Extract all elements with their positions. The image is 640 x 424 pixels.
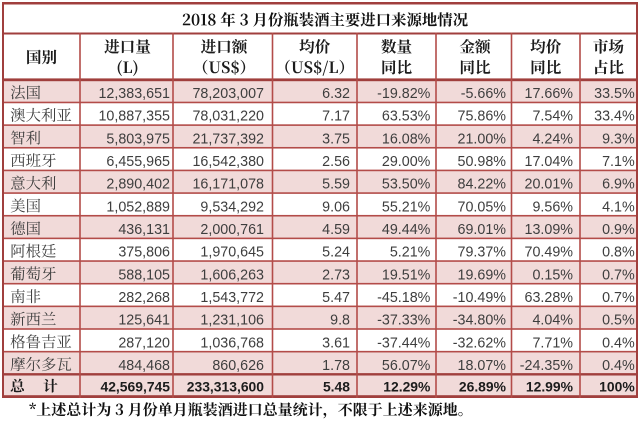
svg-text:0.7%: 0.7% — [602, 267, 635, 283]
svg-text:21.00%: 21.00% — [458, 131, 507, 147]
svg-text:9,534,292: 9,534,292 — [200, 199, 264, 215]
svg-text:10,887,355: 10,887,355 — [98, 109, 170, 125]
svg-text:1,036,768: 1,036,768 — [200, 335, 264, 351]
svg-text:1,052,889: 1,052,889 — [106, 199, 170, 215]
svg-text:17.66%: 17.66% — [525, 86, 574, 102]
svg-text:860,626: 860,626 — [212, 358, 264, 374]
svg-text:33.4%: 33.4% — [594, 109, 635, 125]
svg-text:9.3%: 9.3% — [602, 131, 635, 147]
svg-text:33.5%: 33.5% — [594, 86, 635, 102]
svg-text:1,543,772: 1,543,772 — [200, 290, 264, 306]
svg-text:5,803,975: 5,803,975 — [106, 131, 170, 147]
svg-text:13.09%: 13.09% — [525, 222, 574, 238]
svg-text:69.01%: 69.01% — [458, 222, 507, 238]
svg-text:-37.44%: -37.44% — [377, 335, 431, 351]
svg-text:6,455,965: 6,455,965 — [106, 154, 170, 170]
svg-text:588,105: 588,105 — [118, 267, 170, 283]
svg-text:4.04%: 4.04% — [532, 313, 573, 329]
svg-text:7.71%: 7.71% — [532, 335, 573, 351]
svg-text:16.08%: 16.08% — [382, 131, 431, 147]
svg-text:0.5%: 0.5% — [602, 313, 635, 329]
svg-text:436,131: 436,131 — [118, 222, 170, 238]
svg-text:0.4%: 0.4% — [602, 335, 635, 351]
svg-text:1,970,645: 1,970,645 — [200, 245, 264, 261]
svg-text:1.78: 1.78 — [322, 358, 350, 374]
svg-text:5.21%: 5.21% — [390, 245, 431, 261]
svg-text:2.73: 2.73 — [322, 267, 350, 283]
svg-text:19.69%: 19.69% — [458, 267, 507, 283]
svg-text:7.1%: 7.1% — [602, 154, 635, 170]
svg-text:0.15%: 0.15% — [532, 267, 573, 283]
svg-text:63.28%: 63.28% — [525, 290, 574, 306]
svg-text:56.07%: 56.07% — [382, 358, 431, 374]
svg-text:375,806: 375,806 — [118, 245, 170, 261]
svg-text:282,268: 282,268 — [118, 290, 170, 306]
svg-text:4.1%: 4.1% — [602, 199, 635, 215]
svg-text:63.53%: 63.53% — [382, 109, 431, 125]
svg-text:16,171,078: 16,171,078 — [192, 177, 264, 193]
svg-text:5.47: 5.47 — [322, 290, 350, 306]
svg-text:6.32: 6.32 — [322, 86, 350, 102]
svg-text:16,542,380: 16,542,380 — [192, 154, 264, 170]
svg-text:20.01%: 20.01% — [525, 177, 574, 193]
svg-text:50.98%: 50.98% — [458, 154, 507, 170]
svg-text:5.59: 5.59 — [322, 177, 350, 193]
svg-text:6.9%: 6.9% — [602, 177, 635, 193]
svg-text:78,203,007: 78,203,007 — [192, 86, 264, 102]
svg-text:484,468: 484,468 — [118, 358, 170, 374]
svg-text:-10.49%: -10.49% — [453, 290, 507, 306]
svg-text:12.99%: 12.99% — [526, 378, 573, 394]
svg-text:70.49%: 70.49% — [525, 245, 574, 261]
svg-text:12.29%: 12.29% — [383, 378, 430, 394]
svg-text:19.51%: 19.51% — [382, 267, 431, 283]
svg-text:7.17: 7.17 — [322, 109, 350, 125]
svg-text:9.06: 9.06 — [322, 199, 350, 215]
svg-text:287,120: 287,120 — [118, 335, 170, 351]
svg-text:53.50%: 53.50% — [382, 177, 431, 193]
svg-text:79.37%: 79.37% — [458, 245, 507, 261]
svg-text:26.89%: 26.89% — [459, 378, 506, 394]
svg-text:75.86%: 75.86% — [458, 109, 507, 125]
svg-text:49.44%: 49.44% — [382, 222, 431, 238]
svg-text:1,606,263: 1,606,263 — [200, 267, 264, 283]
svg-text:233,313,600: 233,313,600 — [187, 378, 265, 394]
svg-text:0.4%: 0.4% — [602, 358, 635, 374]
svg-text:21,737,392: 21,737,392 — [192, 131, 264, 147]
svg-text:84.22%: 84.22% — [458, 177, 507, 193]
svg-text:9.8: 9.8 — [330, 313, 350, 329]
svg-text:125,641: 125,641 — [118, 313, 170, 329]
svg-text:0.8%: 0.8% — [602, 245, 635, 261]
svg-text:0.9%: 0.9% — [602, 222, 635, 238]
svg-text:18.07%: 18.07% — [458, 358, 507, 374]
svg-text:100%: 100% — [599, 378, 635, 394]
svg-text:70.05%: 70.05% — [458, 199, 507, 215]
svg-text:-19.82%: -19.82% — [377, 86, 431, 102]
svg-text:78,031,220: 78,031,220 — [192, 109, 264, 125]
svg-text:3.75: 3.75 — [322, 131, 350, 147]
svg-text:5.24: 5.24 — [322, 245, 350, 261]
svg-text:-37.33%: -37.33% — [377, 313, 431, 329]
svg-text:4.59: 4.59 — [322, 222, 350, 238]
svg-text:29.00%: 29.00% — [382, 154, 431, 170]
svg-text:5.48: 5.48 — [323, 378, 350, 394]
svg-text:-45.18%: -45.18% — [377, 290, 431, 306]
svg-text:-5.66%: -5.66% — [461, 86, 507, 102]
svg-text:9.56%: 9.56% — [532, 199, 573, 215]
svg-text:0.7%: 0.7% — [602, 290, 635, 306]
svg-text:2,000,761: 2,000,761 — [200, 222, 264, 238]
svg-text:12,383,651: 12,383,651 — [98, 86, 170, 102]
svg-text:-32.62%: -32.62% — [453, 335, 507, 351]
svg-text:2.56: 2.56 — [322, 154, 350, 170]
svg-text:2,890,402: 2,890,402 — [106, 177, 170, 193]
svg-text:7.54%: 7.54% — [532, 109, 573, 125]
svg-text:42,569,745: 42,569,745 — [100, 378, 170, 394]
svg-text:3.61: 3.61 — [322, 335, 350, 351]
svg-text:17.04%: 17.04% — [525, 154, 574, 170]
svg-text:4.24%: 4.24% — [532, 131, 573, 147]
svg-text:55.21%: 55.21% — [382, 199, 431, 215]
svg-text:-34.80%: -34.80% — [453, 313, 507, 329]
svg-text:-24.35%: -24.35% — [520, 358, 574, 374]
svg-text:1,231,106: 1,231,106 — [200, 313, 264, 329]
